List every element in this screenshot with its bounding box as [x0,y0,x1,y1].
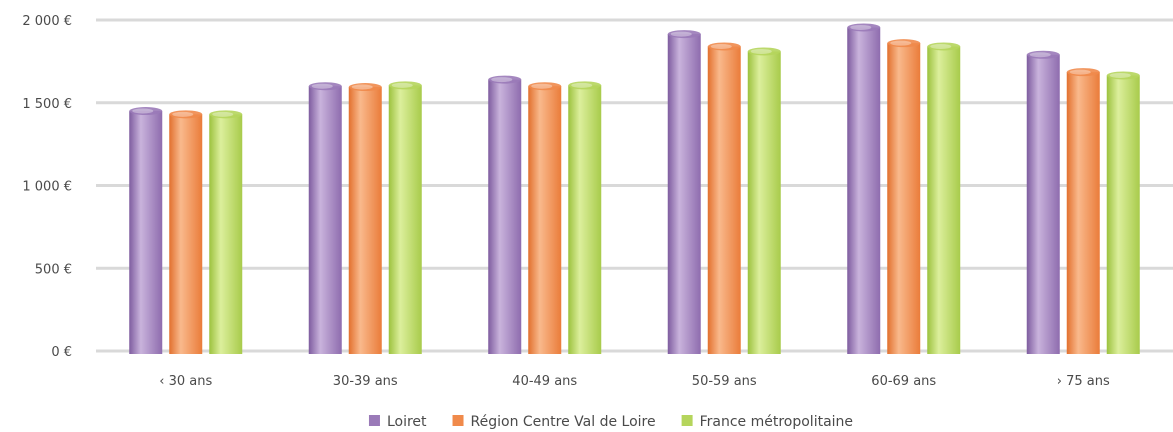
bar [1026,50,1060,354]
bar [308,82,342,354]
bar-body [129,111,163,355]
y-tick-label: 1 000 € [22,180,72,195]
grid-lines [96,18,1173,353]
bars [129,23,1140,355]
bar-cap [209,110,243,119]
bar-body [488,79,522,354]
bar-cap [348,83,382,92]
x-tick-label: 30-39 ans [333,374,398,389]
bar [129,107,163,355]
bar-cap [667,30,701,39]
bar-cap-highlight [1109,72,1131,78]
bar-body [169,114,203,355]
y-tick-label: 1 500 € [22,97,72,112]
bar-cap [129,107,163,116]
bar [209,110,243,355]
bar [568,81,602,354]
x-tick-label: › 75 ans [1057,374,1110,389]
bar-cap-highlight [391,82,413,88]
bar-cap-highlight [930,43,952,49]
bar-cap [1106,71,1140,80]
legend-label: France métropolitaine [700,414,853,430]
bar [1106,71,1140,354]
bar-body [1106,75,1140,354]
bar-body [707,46,741,354]
bar [887,39,921,355]
y-tick-label: 2 000 € [22,14,72,29]
bar [169,110,203,355]
bar-cap-highlight [670,31,692,37]
bar-cap [847,23,881,32]
bar-cap-highlight [531,83,553,89]
x-tick-label: 50-59 ans [692,374,757,389]
legend-swatch [452,415,464,426]
bar-body [1026,54,1060,354]
bar [528,82,562,354]
x-tick-label: ‹ 30 ans [159,374,212,389]
bar-body [1066,72,1100,354]
bar [388,81,422,354]
bar-body [887,43,921,355]
bar-cap [887,39,921,48]
bar [707,42,741,354]
bar-cap-highlight [571,82,593,88]
x-tick-label: 40-49 ans [512,374,577,389]
legend-label: Région Centre Val de Loire [471,414,656,430]
bar [847,23,881,354]
legend: Loiret Région Centre Val de Loire France m… [368,414,853,430]
bar-cap-highlight [351,84,373,90]
bar-body [847,27,881,354]
bar [927,42,961,354]
bar-body [308,86,342,354]
bar-cap [308,82,342,91]
bar-cap [1066,68,1100,77]
bar [747,47,781,354]
legend-swatch [368,415,380,426]
bar-cap-highlight [491,77,513,83]
y-tick-label: 0 € [51,345,72,360]
bar-body [209,114,243,355]
bar-cap [927,42,961,51]
legend-swatch [681,415,693,426]
bar-cap-highlight [1029,52,1051,58]
bar-cap [388,81,422,90]
bar-cap-highlight [890,40,912,46]
bar-cap [1026,50,1060,59]
bar [667,30,701,354]
bar [348,83,382,354]
bar-cap-highlight [132,108,154,114]
bar-cap-highlight [750,48,772,54]
bar-cap [169,110,203,119]
bar-cap [707,42,741,51]
bar [1066,68,1100,354]
bar-cap [488,75,522,84]
bar-body [667,34,701,354]
x-axis-tick-labels: ‹ 30 ans 30-39 ans 40-49 ans 50-59 ans 60-69… [159,374,1110,389]
bar-body [927,46,961,354]
x-tick-label: 60-69 ans [871,374,936,389]
bar-body [528,86,562,354]
bar-cap [747,47,781,56]
legend-label: Loiret [387,414,427,430]
bar-cap-highlight [850,24,872,30]
bar-cap-highlight [311,83,333,89]
bar-cap-highlight [172,111,194,117]
bar-cap-highlight [710,43,732,49]
bar [488,75,522,354]
bar-body [348,87,382,354]
bar-cap-highlight [1069,69,1091,75]
bar-body [568,85,602,354]
bar-body [388,85,422,354]
y-axis-tick-labels: 0 € 500 € 1 000 € 1 500 € 2 000 € [22,14,72,360]
y-tick-label: 500 € [35,262,72,277]
bar-body [747,51,781,354]
bar-cap [528,82,562,91]
bar-cap-highlight [212,111,234,117]
bar-cap [568,81,602,90]
